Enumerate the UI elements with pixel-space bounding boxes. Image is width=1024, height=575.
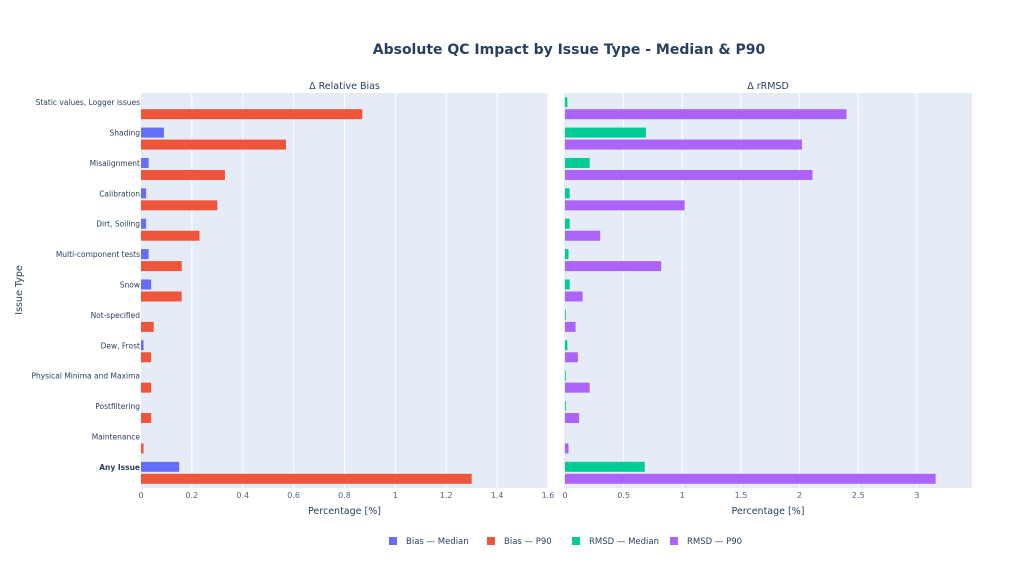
bar-median <box>565 249 569 260</box>
bar-p90 <box>141 382 152 393</box>
x-tick-label: 1.4 <box>491 491 504 500</box>
x-tick-label: 1.6 <box>542 491 555 500</box>
category-label: Snow <box>120 281 140 290</box>
category-label: Static values, Logger issues <box>36 98 140 107</box>
x-tick-label: 3 <box>914 491 919 500</box>
bar-median <box>141 127 164 138</box>
x-tick-label: 0.5 <box>617 491 630 500</box>
bar-p90 <box>141 200 218 211</box>
x-tick-label: 1 <box>680 491 685 500</box>
category-label: Calibration <box>99 189 140 198</box>
x-tick-label: 1.5 <box>735 491 748 500</box>
bar-median <box>141 461 180 472</box>
bar-p90 <box>565 109 847 120</box>
bar-p90 <box>141 352 152 363</box>
bar-p90 <box>141 291 182 302</box>
category-label: Physical Minima and Maxima <box>31 372 140 381</box>
x-tick-label: 0 <box>562 491 567 500</box>
legend-swatch <box>670 537 678 545</box>
bar-p90 <box>565 261 662 272</box>
x-tick-label: 0.4 <box>236 491 249 500</box>
x-tick-label: 1.2 <box>440 491 453 500</box>
bar-p90 <box>565 169 813 180</box>
x-tick-label: 1 <box>393 491 398 500</box>
category-label: Dirt, Soiling <box>96 220 140 229</box>
category-label: Not-specified <box>91 311 141 320</box>
legend-label[interactable]: Bias — P90 <box>504 537 552 547</box>
y-axis-title: Issue Type <box>14 265 25 315</box>
bar-p90 <box>141 230 200 241</box>
legend-swatch <box>389 537 397 545</box>
legend-label[interactable]: RMSD — Median <box>589 537 659 547</box>
x-tick-label: 0.2 <box>186 491 199 500</box>
legend-swatch <box>487 537 495 545</box>
bar-median <box>565 127 646 138</box>
legend-label[interactable]: Bias — Median <box>406 537 469 547</box>
bar-p90 <box>565 352 578 363</box>
x-tick-label: 0.6 <box>287 491 300 500</box>
category-label: Postfiltering <box>95 402 140 411</box>
x-axis-title: Percentage [%] <box>732 506 805 517</box>
panel-subtitle: Δ Relative Bias <box>309 81 380 92</box>
bar-median <box>565 97 568 108</box>
bar-median <box>141 218 147 229</box>
x-tick-label: 0 <box>138 491 143 500</box>
x-tick-label: 2.5 <box>852 491 865 500</box>
bar-median <box>565 401 566 412</box>
bar-median <box>565 340 568 351</box>
bar-p90 <box>141 139 286 150</box>
bar-median <box>141 188 147 199</box>
plot-background <box>564 93 972 488</box>
bar-median <box>141 249 149 260</box>
bar-median <box>565 370 566 381</box>
bar-p90 <box>565 200 685 211</box>
category-label: Any Issue <box>99 463 140 472</box>
legend: Bias — Median Bias — P90 RMSD — Median RMSD… <box>389 537 742 547</box>
bar-p90 <box>141 443 144 454</box>
panel-subtitle: Δ rRMSD <box>747 81 789 92</box>
bar-p90 <box>141 473 472 484</box>
bar-p90 <box>565 291 583 302</box>
category-label: Misalignment <box>90 159 140 168</box>
bar-p90 <box>565 443 569 454</box>
category-label: Shading <box>110 129 141 138</box>
bar-p90 <box>565 413 580 424</box>
x-tick-label: 0.8 <box>338 491 351 500</box>
bar-median <box>565 218 570 229</box>
bar-p90 <box>141 169 225 180</box>
bar-median <box>141 279 152 290</box>
bar-median <box>565 279 570 290</box>
bar-p90 <box>141 413 152 424</box>
category-label: Multi-component tests <box>56 250 140 259</box>
legend-swatch <box>572 537 580 545</box>
bar-p90 <box>141 261 182 272</box>
bar-median <box>565 157 590 168</box>
category-label: Maintenance <box>92 432 141 441</box>
bar-median <box>141 157 149 168</box>
chart-title: Absolute QC Impact by Issue Type - Media… <box>373 42 766 58</box>
bar-median <box>141 340 144 351</box>
x-axis-title: Percentage [%] <box>308 506 381 517</box>
bar-median <box>565 188 570 199</box>
bar-p90 <box>565 473 936 484</box>
bar-p90 <box>565 382 590 393</box>
category-label: Dew, Frost <box>101 341 140 350</box>
bar-p90 <box>565 230 601 241</box>
x-tick-label: 2 <box>797 491 802 500</box>
bar-p90 <box>141 321 154 332</box>
bar-median <box>565 309 566 320</box>
bar-p90 <box>141 109 363 120</box>
bar-p90 <box>565 321 576 332</box>
legend-label[interactable]: RMSD — P90 <box>687 537 742 547</box>
bar-p90 <box>565 139 802 150</box>
bar-median <box>565 461 645 472</box>
